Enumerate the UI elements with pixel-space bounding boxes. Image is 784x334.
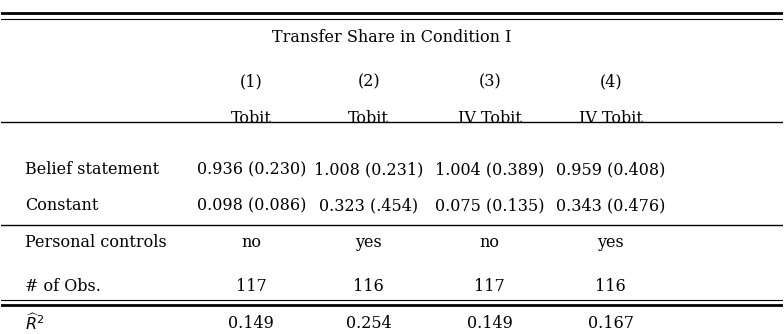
Text: IV Tobit: IV Tobit: [579, 110, 643, 127]
Text: 0.149: 0.149: [228, 315, 274, 332]
Text: Transfer Share in Condition I: Transfer Share in Condition I: [272, 29, 512, 46]
Text: Belief statement: Belief statement: [25, 161, 159, 178]
Text: yes: yes: [355, 234, 382, 251]
Text: 0.959 (0.408): 0.959 (0.408): [556, 161, 666, 178]
Text: (4): (4): [600, 74, 622, 91]
Text: no: no: [241, 234, 261, 251]
Text: Constant: Constant: [25, 197, 98, 214]
Text: $\widehat{R}^2$: $\widehat{R}^2$: [25, 313, 44, 334]
Text: (1): (1): [240, 74, 263, 91]
Text: (3): (3): [478, 74, 501, 91]
Text: Personal controls: Personal controls: [25, 234, 166, 251]
Text: 0.075 (0.135): 0.075 (0.135): [435, 197, 544, 214]
Text: 0.167: 0.167: [588, 315, 633, 332]
Text: IV Tobit: IV Tobit: [458, 110, 521, 127]
Text: # of Obs.: # of Obs.: [25, 278, 100, 295]
Text: 0.343 (0.476): 0.343 (0.476): [556, 197, 666, 214]
Text: 1.008 (0.231): 1.008 (0.231): [314, 161, 423, 178]
Text: 116: 116: [353, 278, 384, 295]
Text: 0.323 (.454): 0.323 (.454): [319, 197, 418, 214]
Text: 117: 117: [236, 278, 267, 295]
Text: 1.004 (0.389): 1.004 (0.389): [435, 161, 544, 178]
Text: Tobit: Tobit: [348, 110, 389, 127]
Text: (2): (2): [358, 74, 380, 91]
Text: 117: 117: [474, 278, 505, 295]
Text: yes: yes: [597, 234, 624, 251]
Text: 0.936 (0.230): 0.936 (0.230): [197, 161, 306, 178]
Text: 116: 116: [595, 278, 626, 295]
Text: Tobit: Tobit: [231, 110, 272, 127]
Text: 0.098 (0.086): 0.098 (0.086): [197, 197, 306, 214]
Text: 0.149: 0.149: [466, 315, 513, 332]
Text: 0.254: 0.254: [346, 315, 391, 332]
Text: no: no: [480, 234, 499, 251]
